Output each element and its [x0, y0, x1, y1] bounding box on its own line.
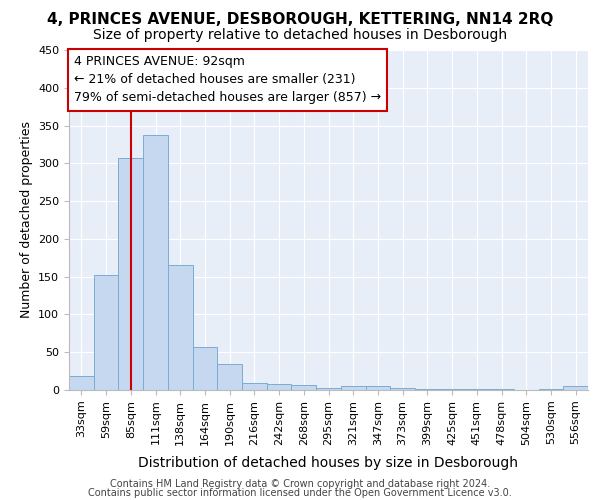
- Bar: [563, 386, 588, 390]
- Y-axis label: Number of detached properties: Number of detached properties: [20, 122, 32, 318]
- Text: Size of property relative to detached houses in Desborough: Size of property relative to detached ho…: [93, 28, 507, 42]
- Bar: [118, 158, 143, 390]
- Bar: [168, 266, 193, 390]
- Text: Contains HM Land Registry data © Crown copyright and database right 2024.: Contains HM Land Registry data © Crown c…: [110, 479, 490, 489]
- Bar: [365, 386, 390, 390]
- Text: 4 PRINCES AVENUE: 92sqm
← 21% of detached houses are smaller (231)
79% of semi-d: 4 PRINCES AVENUE: 92sqm ← 21% of detache…: [74, 56, 381, 104]
- Bar: [464, 389, 489, 390]
- Bar: [539, 389, 563, 390]
- Bar: [94, 275, 118, 390]
- Bar: [489, 389, 514, 390]
- Bar: [143, 134, 168, 390]
- Bar: [267, 384, 292, 390]
- Text: Contains public sector information licensed under the Open Government Licence v3: Contains public sector information licen…: [88, 488, 512, 498]
- Bar: [193, 347, 217, 390]
- Bar: [390, 388, 415, 390]
- Bar: [217, 364, 242, 390]
- Bar: [292, 386, 316, 390]
- X-axis label: Distribution of detached houses by size in Desborough: Distribution of detached houses by size …: [139, 456, 518, 470]
- Text: 4, PRINCES AVENUE, DESBOROUGH, KETTERING, NN14 2RQ: 4, PRINCES AVENUE, DESBOROUGH, KETTERING…: [47, 12, 553, 28]
- Bar: [341, 386, 365, 390]
- Bar: [415, 389, 440, 390]
- Bar: [316, 388, 341, 390]
- Bar: [440, 389, 464, 390]
- Bar: [242, 383, 267, 390]
- Bar: [69, 376, 94, 390]
